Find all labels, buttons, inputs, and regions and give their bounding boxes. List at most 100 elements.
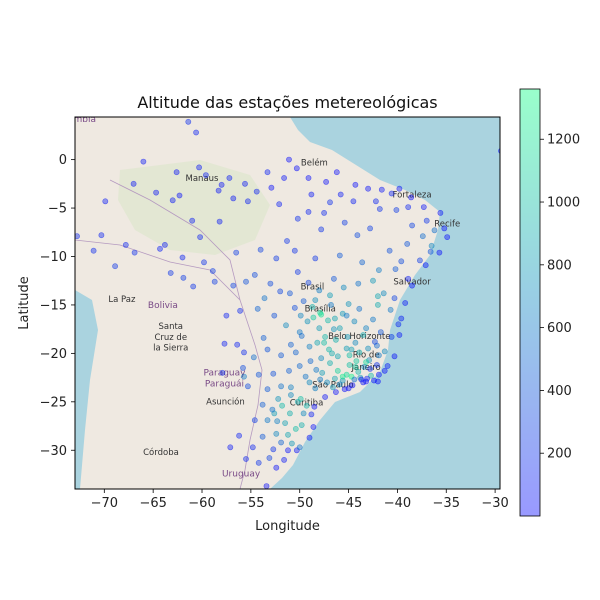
station-point: [353, 358, 360, 364]
colorbar-tick-label: 200: [547, 447, 572, 462]
station-point: [349, 382, 356, 389]
station-point: [361, 363, 368, 370]
station-point: [345, 301, 352, 307]
station-point: [306, 379, 313, 386]
station-point: [329, 384, 336, 391]
station-point: [328, 301, 334, 308]
station-point: [322, 333, 328, 340]
station-point: [330, 326, 337, 333]
station-point: [215, 187, 222, 194]
basemap-label: la Sierra: [153, 343, 188, 353]
station-point: [327, 199, 333, 206]
station-point: [352, 181, 359, 188]
plot-frame: [74, 116, 501, 490]
station-point: [365, 185, 371, 192]
basemap-label: Fortaleza: [393, 190, 432, 200]
station-point: [380, 290, 387, 297]
station-point: [253, 188, 260, 195]
station-point: [339, 377, 346, 384]
station-point: [398, 315, 405, 322]
station-point: [255, 459, 262, 466]
station-point: [319, 369, 326, 376]
station-point: [276, 201, 283, 208]
station-point: [240, 364, 246, 371]
y-tick-label: −25: [40, 395, 67, 410]
station-point: [339, 373, 346, 380]
station-point: [405, 275, 412, 282]
station-point: [409, 282, 415, 289]
station-point: [312, 255, 319, 262]
station-point: [314, 339, 321, 346]
station-point: [227, 444, 234, 451]
station-point: [169, 197, 176, 204]
station-point: [376, 206, 383, 212]
station-point: [98, 232, 105, 239]
station-point: [331, 375, 338, 382]
y-tick-label: −10: [40, 250, 67, 265]
station-point: [218, 181, 225, 188]
basemap-label: Cruz de: [154, 333, 187, 343]
station-point: [327, 292, 333, 299]
basemap-label: Belo Horizonte: [328, 332, 390, 342]
station-point: [234, 341, 241, 348]
x-tick-label: −70: [91, 496, 118, 511]
station-point: [391, 295, 398, 302]
basemap-label: São Paulo: [312, 380, 353, 390]
station-point: [297, 395, 304, 402]
station-point: [416, 257, 423, 264]
station-point: [305, 208, 312, 215]
station-point: [176, 192, 183, 199]
station-point: [317, 376, 324, 383]
station-point: [396, 185, 403, 192]
station-point: [298, 332, 305, 339]
station-point: [263, 483, 270, 489]
station-point: [131, 249, 138, 256]
station-point: [377, 329, 384, 335]
station-point: [292, 425, 299, 432]
station-point: [130, 180, 137, 187]
station-point: [237, 307, 243, 314]
station-point: [296, 363, 303, 369]
station-point: [398, 258, 405, 265]
station-point: [402, 300, 409, 306]
station-point: [332, 389, 339, 395]
station-point: [288, 440, 295, 447]
station-point: [296, 444, 303, 451]
station-point: [179, 254, 186, 261]
station-point: [307, 358, 314, 364]
y-tick-label: 0: [59, 153, 67, 168]
station-point: [242, 180, 248, 187]
station-point: [360, 379, 367, 386]
station-point: [346, 352, 353, 359]
station-point: [286, 156, 292, 163]
station-point: [381, 348, 388, 355]
station-point: [264, 386, 271, 393]
station-point: [384, 363, 391, 369]
station-point: [291, 247, 298, 254]
colorbar: [519, 88, 541, 517]
colorbar-tick-label: 1200: [547, 133, 580, 148]
station-point: [236, 432, 242, 439]
station-point: [334, 353, 341, 360]
basemap-label: mbia: [74, 115, 97, 125]
station-point: [271, 312, 278, 319]
station-point: [344, 333, 351, 340]
border-line-2: [75, 239, 241, 301]
station-point: [355, 368, 362, 375]
station-point: [257, 246, 264, 253]
station-point: [352, 363, 359, 370]
station-point: [259, 433, 266, 440]
station-point: [355, 280, 362, 287]
station-point: [388, 333, 395, 340]
basemap-label: Uruguay: [222, 469, 261, 479]
station-point: [216, 218, 223, 225]
station-point: [293, 447, 300, 454]
basemap-label: Recife: [434, 219, 460, 229]
station-point: [226, 175, 233, 181]
station-point: [437, 209, 444, 216]
station-point: [348, 373, 355, 380]
station-point: [153, 189, 159, 196]
basemap-label: Manaus: [186, 174, 220, 184]
station-point: [313, 366, 320, 373]
